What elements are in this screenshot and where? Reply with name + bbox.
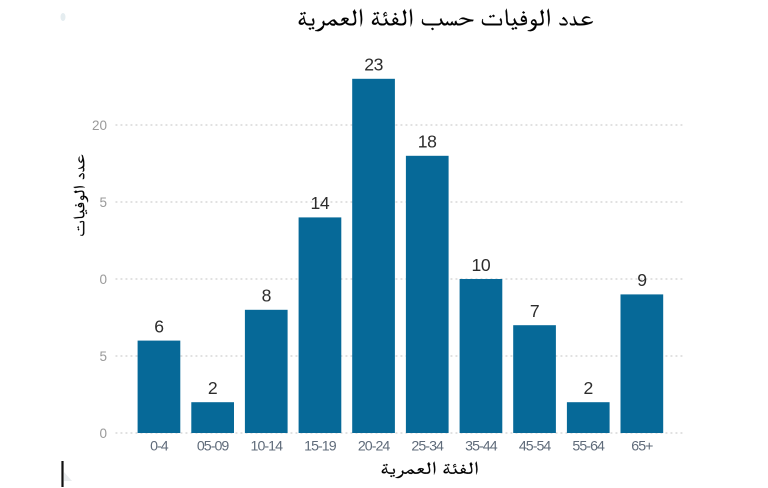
svg-text:7: 7 [530,301,539,321]
svg-text:2: 2 [584,378,593,398]
svg-text:5: 5 [99,195,107,210]
svg-text:25-34: 25-34 [411,439,444,455]
svg-text:20: 20 [92,118,107,133]
svg-text:18: 18 [418,132,437,152]
svg-text:8: 8 [262,286,272,306]
svg-text:05-09: 05-09 [197,439,230,455]
svg-text:55-64: 55-64 [572,439,605,455]
svg-text:6: 6 [154,316,164,336]
svg-text:9: 9 [637,270,646,290]
svg-text:20-24: 20-24 [358,439,391,455]
svg-text:45-54: 45-54 [519,439,552,455]
svg-text:0: 0 [99,426,107,441]
svg-text:10-14: 10-14 [251,439,284,455]
svg-text:35-44: 35-44 [465,439,498,455]
svg-text:5: 5 [99,349,107,364]
svg-text:15-19: 15-19 [304,439,337,455]
svg-text:14: 14 [311,193,330,213]
svg-text:0: 0 [99,272,107,287]
svg-text:65+: 65+ [631,439,653,455]
svg-text:2: 2 [208,378,217,398]
svg-text:10: 10 [472,255,491,275]
svg-text:0-4: 0-4 [150,439,169,455]
svg-text:23: 23 [364,55,383,75]
